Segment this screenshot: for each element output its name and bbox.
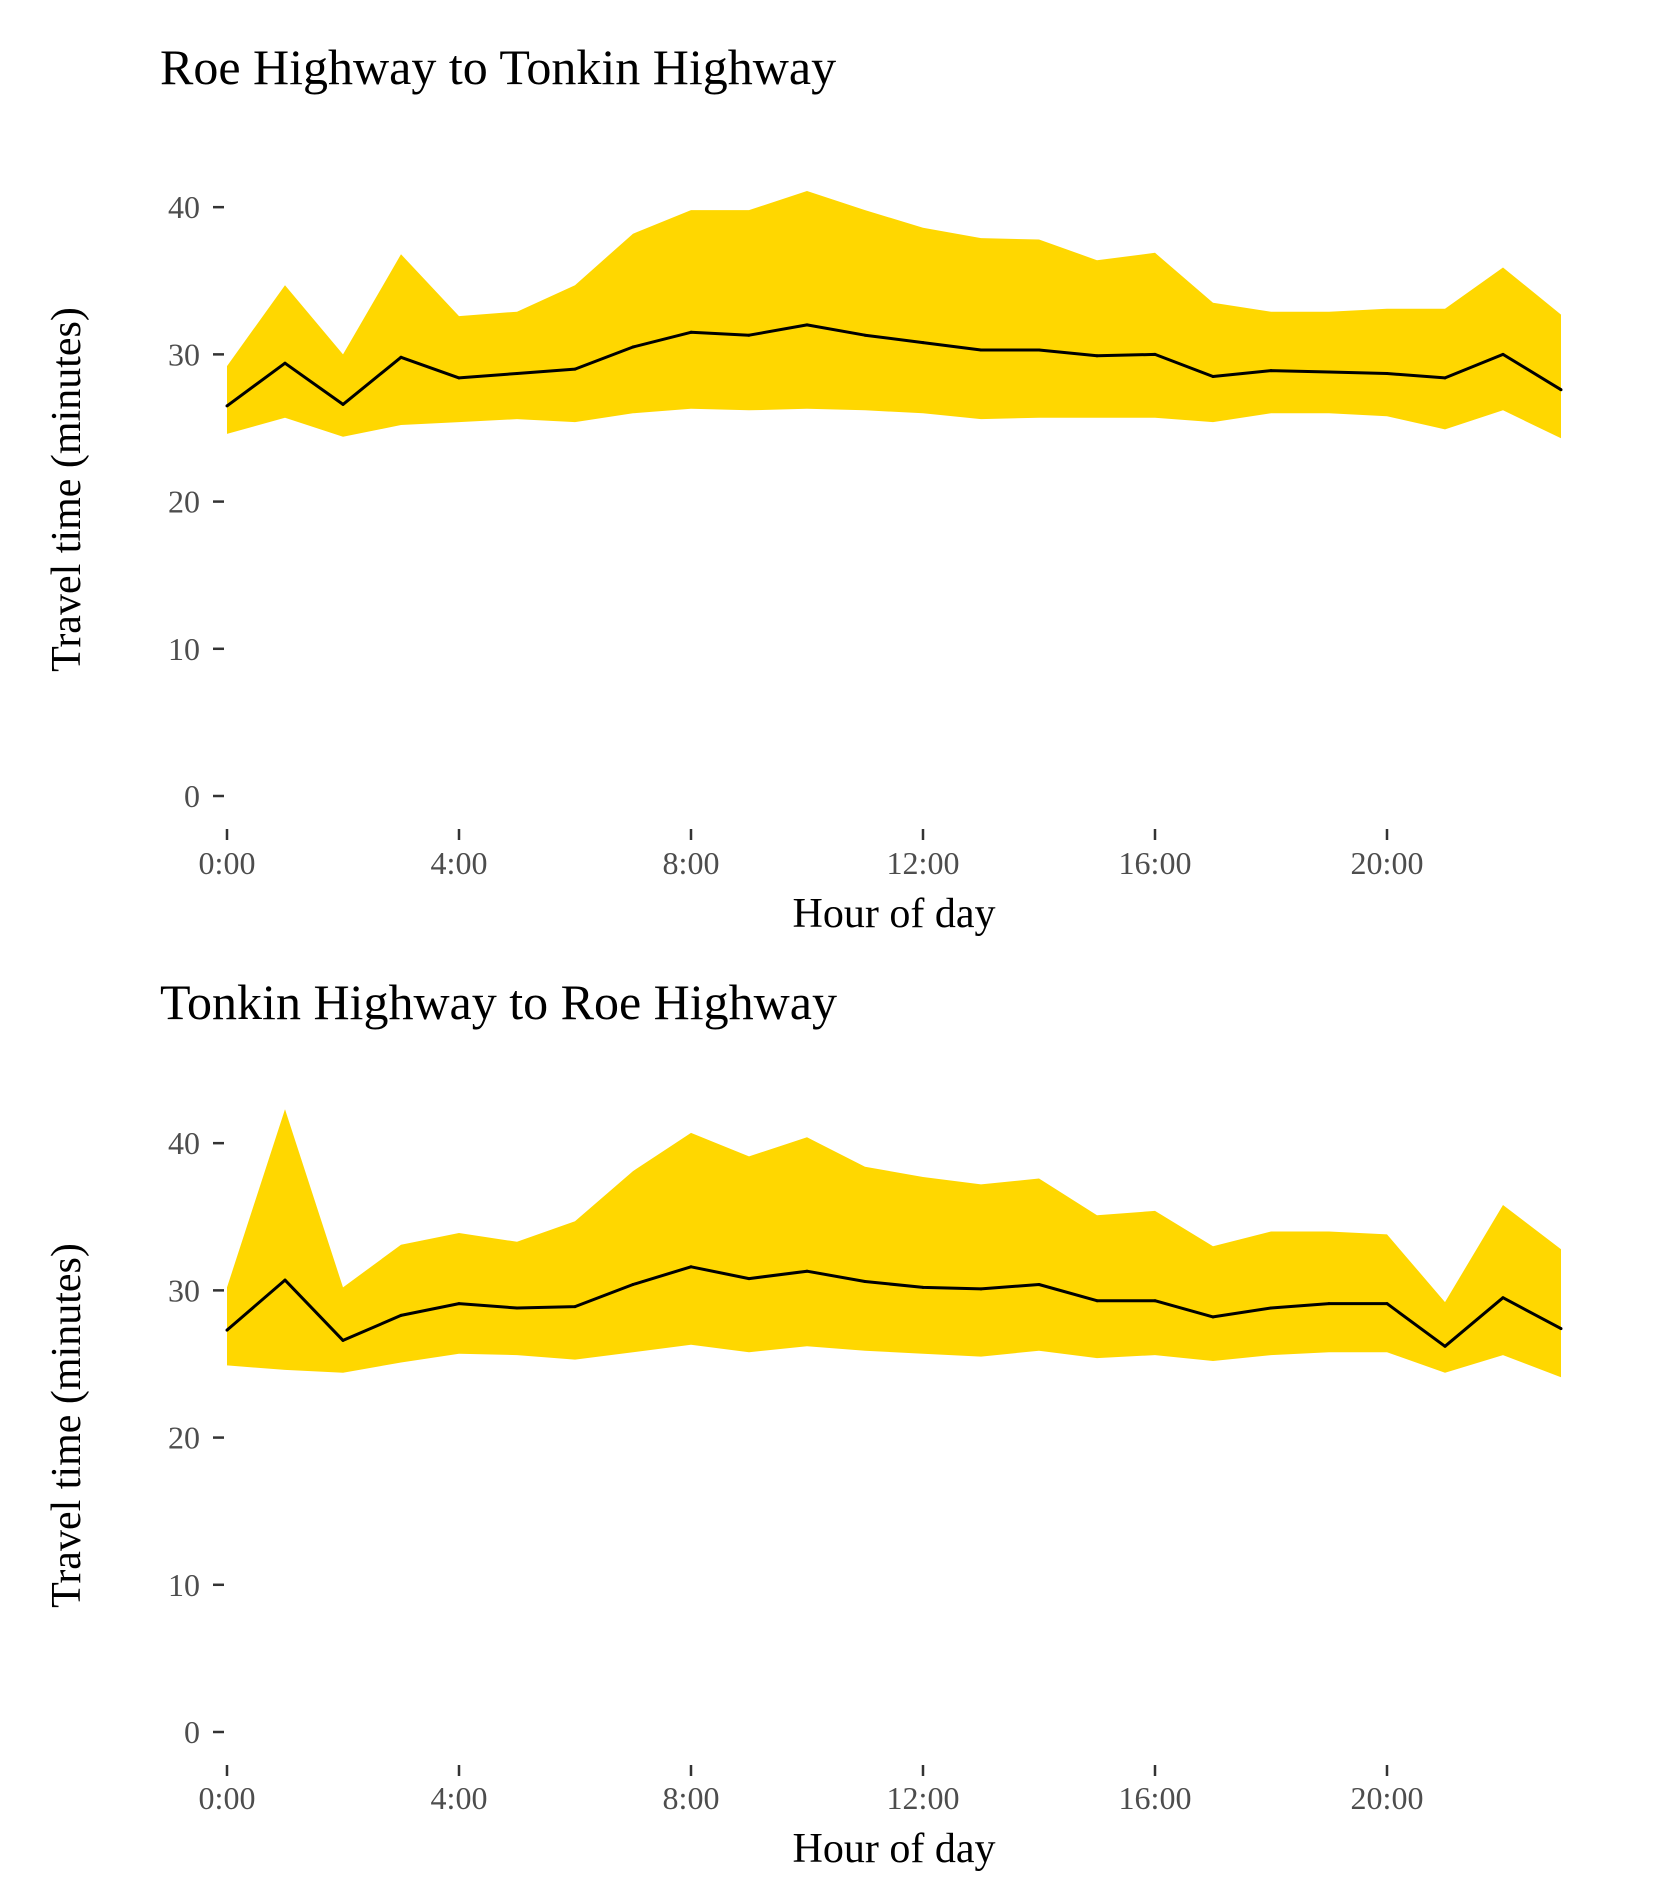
panel-roe-to-tonkin: Roe Highway to Tonkin Highway 0 10 20 30 40 0:…	[44, 39, 1563, 937]
median-point	[1443, 376, 1447, 380]
median-point	[1327, 370, 1331, 374]
y-tick-label: 30	[168, 336, 200, 372]
median-point	[747, 333, 751, 337]
median-point	[341, 1338, 345, 1342]
x-tick-label: 4:00	[431, 845, 488, 881]
median-point	[979, 1287, 983, 1291]
median-point	[805, 1269, 809, 1273]
median-point	[1037, 1283, 1041, 1286]
median-point	[341, 402, 345, 406]
median-point	[1327, 1302, 1331, 1306]
y-tick-label: 40	[168, 1125, 200, 1161]
x-tick-label: 12:00	[887, 1780, 960, 1816]
median-point	[1559, 388, 1563, 392]
range-band	[227, 191, 1561, 439]
median-point	[689, 330, 693, 334]
median-point	[515, 372, 519, 375]
median-point	[457, 376, 461, 380]
x-tick-label: 20:00	[1351, 1780, 1424, 1816]
y-tick-label: 20	[168, 484, 200, 520]
median-point	[1559, 1327, 1563, 1331]
median-point	[1385, 1302, 1389, 1306]
median-point	[863, 333, 867, 337]
median-point	[1153, 1299, 1157, 1303]
median-point	[457, 1302, 461, 1306]
median-point	[631, 345, 635, 349]
median-point	[1037, 348, 1041, 352]
chart-title: Tonkin Highway to Roe Highway	[160, 974, 837, 1030]
median-line	[226, 1265, 1562, 1348]
median-point	[515, 1306, 519, 1310]
median-point	[1095, 1299, 1099, 1303]
y-tick-label: 10	[168, 631, 200, 667]
x-tick-label: 8:00	[663, 1780, 720, 1816]
median-point	[225, 1328, 229, 1332]
y-tick-label: 20	[168, 1420, 200, 1456]
y-tick-label: 0	[184, 1714, 200, 1750]
median-point	[1443, 1344, 1447, 1348]
median-point	[573, 1305, 577, 1309]
median-point	[1269, 369, 1273, 373]
y-tick-label: 10	[168, 1567, 200, 1603]
median-point	[979, 348, 983, 352]
x-tick-label: 16:00	[1119, 1780, 1192, 1816]
x-axis-label: Hour of day	[793, 891, 996, 937]
median-point	[1211, 375, 1215, 378]
median-point	[1501, 1296, 1505, 1300]
median-point	[1269, 1306, 1273, 1310]
median-point	[689, 1265, 693, 1269]
median-point	[921, 341, 925, 345]
x-tick-label: 0:00	[199, 1780, 256, 1816]
median-point	[921, 1285, 925, 1289]
median-point	[1385, 372, 1389, 375]
y-axis-label: Travel time (minutes)	[44, 307, 90, 672]
median-point	[399, 355, 403, 359]
x-tick-label: 12:00	[887, 845, 960, 881]
x-tick-label: 4:00	[431, 1780, 488, 1816]
chart-title: Roe Highway to Tonkin Highway	[160, 39, 836, 95]
median-point	[283, 1278, 287, 1282]
y-tick-label: 40	[168, 189, 200, 225]
median-point	[573, 367, 577, 371]
x-tick-label: 20:00	[1351, 845, 1424, 881]
median-point	[805, 323, 809, 327]
x-tick-label: 0:00	[199, 845, 256, 881]
y-axis-label: Travel time (minutes)	[44, 1243, 90, 1608]
y-tick-label: 0	[184, 778, 200, 814]
y-tick-label: 30	[168, 1272, 200, 1308]
median-point	[399, 1313, 403, 1317]
median-point	[863, 1280, 867, 1283]
range-band	[227, 1109, 1561, 1378]
panel-tonkin-to-roe: Tonkin Highway to Roe Highway 0 10 20 30 40 0:…	[44, 974, 1563, 1872]
median-point	[747, 1277, 751, 1281]
x-tick-label: 16:00	[1119, 845, 1192, 881]
x-tick-label: 8:00	[663, 845, 720, 881]
x-axis-label: Hour of day	[793, 1826, 996, 1872]
median-line	[226, 323, 1562, 408]
median-point	[225, 404, 229, 408]
median-point	[1095, 354, 1099, 358]
median-point	[1211, 1315, 1215, 1319]
median-point	[283, 361, 287, 365]
median-point	[1501, 352, 1505, 356]
median-point	[1153, 352, 1157, 356]
median-point	[631, 1283, 635, 1286]
